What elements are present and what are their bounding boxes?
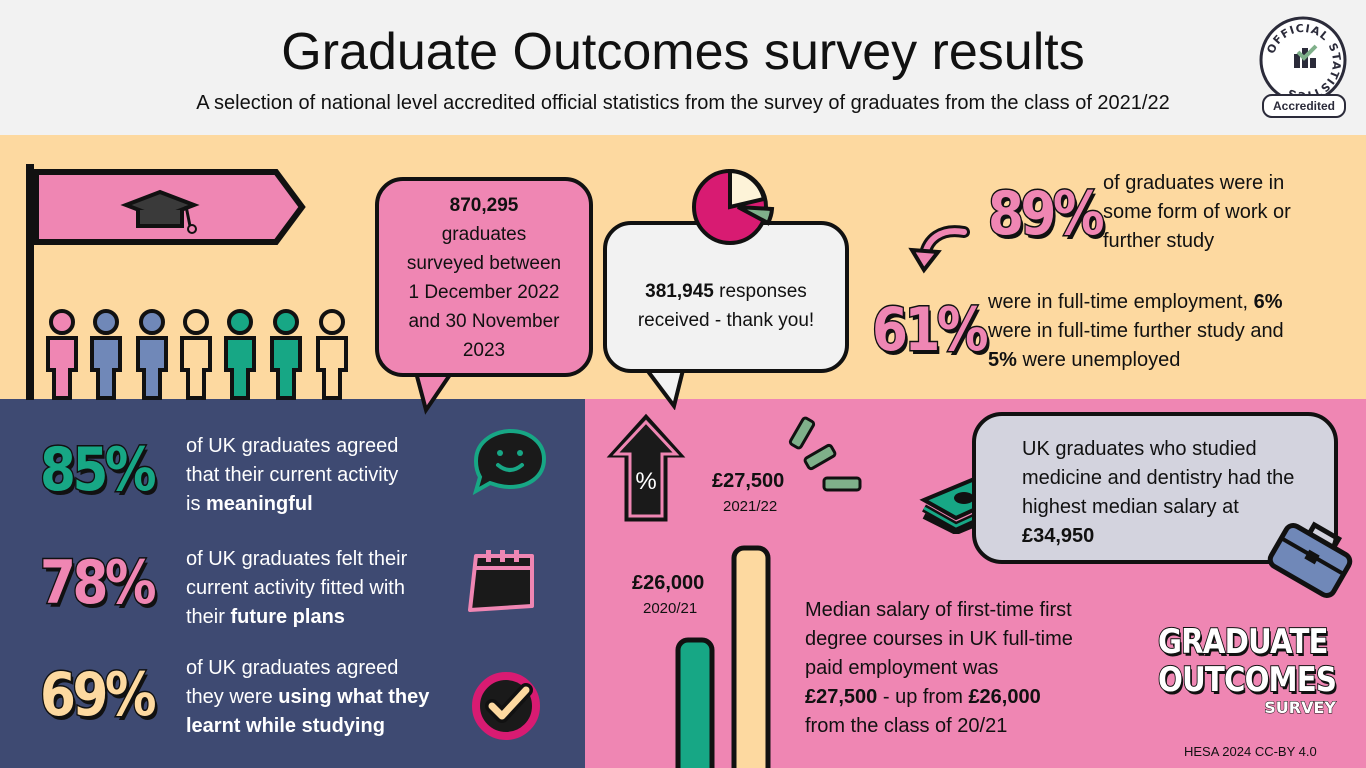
text-line: some form of work or [1103,201,1291,223]
responses-text: responses [713,281,807,302]
bold-span: 6% [1253,291,1283,313]
text-line: paid employment was [805,657,999,679]
graduation-cap-icon [120,189,200,234]
surveyed-line: and 30 November [408,311,560,332]
salary-bar-2020-21 [675,637,715,768]
pie-chart-icon [688,163,778,253]
surveyed-line: surveyed between [406,253,562,274]
bold-span: meaningful [206,493,313,515]
current-salary-year: 2021/22 [723,498,778,515]
medicine-salary-value: £34,950 [1022,525,1095,547]
text-line: of UK graduates felt their [186,548,408,570]
person-icon [46,309,78,400]
sparkle-decoration [782,412,872,498]
responses-bubble: 381,945 responses received - thank you! [603,221,849,373]
text-line: of UK graduates agreed [186,657,399,679]
employment-percent: 61% [871,295,990,365]
text-line: degree courses in UK full-time [805,628,1073,650]
text-span: is [186,493,206,515]
person-icon [180,309,212,400]
previous-salary-value: £26,000 [632,572,705,594]
surveyed-line: graduates [441,224,527,245]
text-line: highest median salary at [1022,496,1239,518]
logo-text: GRADUATE [1157,621,1329,663]
badge-label: Accredited [1262,94,1346,118]
percent-up-arrow-icon: % [606,412,686,524]
text-line: current activity fitted with [186,577,405,599]
employment-text: were in full-time employment, 6% were in… [988,288,1284,375]
text-line: medicine and dentistry had the [1022,467,1295,489]
salary-bar-chart [675,545,771,768]
text-line: Median salary of first-time first [805,599,1072,621]
text-span: were unemployed [1016,349,1181,371]
surveyed-bubble: 870,295 graduates surveyed between 1 Dec… [375,177,593,377]
header [0,0,1366,135]
calendar-icon [466,546,542,618]
meaningful-text: of UK graduates agreed that their curren… [186,432,398,519]
smile-chat-icon [468,425,550,497]
official-statistics-badge: OFFICIAL STATISTICS Accredited [1258,10,1348,120]
text-line: further study [1103,230,1215,252]
text-span: their [186,606,231,628]
bold-span: learnt while studying [186,715,385,737]
future-plans-percent: 78% [39,548,158,618]
text-span: were in full-time employment, [988,291,1254,313]
text-span: - up from [877,686,969,708]
surveyed-line: 2023 [462,340,506,361]
logo-text: SURVEY [1264,698,1337,718]
person-icon [90,309,122,400]
curved-arrow-icon [906,220,972,276]
using-learning-text: of UK graduates agreed they were using w… [186,654,429,741]
text-line: that their current activity [186,464,399,486]
bold-span: 5% [988,349,1017,371]
salary-description: Median salary of first-time first degree… [805,596,1073,741]
briefcase-icon [1262,512,1362,602]
work-study-percent: 89% [987,179,1106,249]
graduates-icons [38,308,358,400]
graduate-outcomes-logo: GRADUATE OUTCOMES SURVEY [1154,620,1340,722]
text-line: were in full-time further study and [988,320,1284,342]
graduate-flag [26,160,316,400]
previous-salary-year: 2020/21 [643,600,698,617]
medicine-bubble: UK graduates who studied medicine and de… [972,412,1338,564]
responses-count: 381,945 [645,281,714,302]
future-plans-text: of UK graduates felt their current activ… [186,545,407,632]
surveyed-count: 870,295 [449,195,519,216]
surveyed-line: 1 December 2022 [408,282,560,303]
person-icon [316,309,348,400]
text-line: UK graduates who studied [1022,438,1257,460]
person-icon [136,309,168,400]
text-line: of graduates were in [1103,172,1285,194]
meaningful-percent: 85% [39,435,158,505]
salary-bar-2021-22 [731,545,771,768]
bold-span: £27,500 [805,686,878,708]
text-line: of UK graduates agreed [186,435,399,457]
bold-span: using what they [278,686,430,708]
bold-span: £26,000 [968,686,1041,708]
text-span: they were [186,686,279,708]
using-learning-percent: 69% [39,660,158,730]
bold-span: future plans [230,606,345,628]
percent-symbol: % [635,468,657,495]
page-title: Graduate Outcomes survey results [281,23,1085,81]
current-salary-value: £27,500 [712,470,785,492]
credit-text: HESA 2024 CC-BY 4.0 [1184,744,1317,759]
work-study-text: of graduates were in some form of work o… [1103,169,1291,256]
check-circle-icon [468,668,544,744]
person-icon [224,309,256,400]
responses-thanks: received - thank you! [637,310,815,331]
page-subtitle: A selection of national level accredited… [196,92,1170,114]
text-line: from the class of 20/21 [805,715,1008,737]
person-icon [270,309,302,400]
logo-text: OUTCOMES [1157,659,1338,701]
